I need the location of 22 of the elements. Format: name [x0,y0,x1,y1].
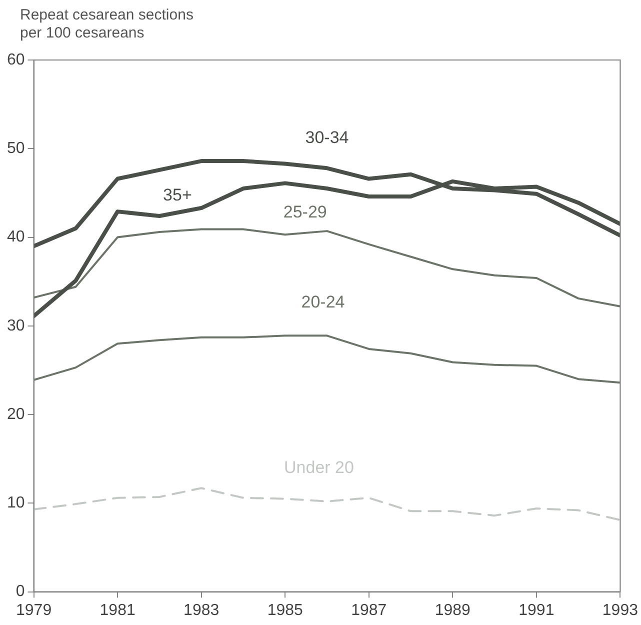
x-tick-label: 1981 [100,602,136,619]
series-label: 25-29 [283,202,327,222]
y-tick-label: 40 [7,228,25,246]
x-tick-label: 1987 [351,602,387,619]
x-tick-label: 1979 [16,602,52,619]
series-label: 20-24 [301,292,345,312]
y-axis-title: Repeat cesarean sections per 100 cesareans [20,6,194,42]
x-tick-label: 1991 [518,602,554,619]
y-tick-label: 60 [7,51,25,68]
line-series [34,487,620,522]
y-tick-label: 0 [16,583,25,600]
series-label: 30-34 [305,128,349,147]
y-tick-label: 50 [7,140,25,158]
y-tick-label: 10 [7,494,25,512]
x-tick-label: 1993 [602,602,638,619]
x-tick-label: 1983 [184,602,220,619]
x-tick-label: 1989 [434,602,471,619]
series-label: Under 20 [284,458,354,478]
series-label: 35+ [163,186,192,205]
x-tick-label: 1985 [267,602,304,619]
y-tick-label: 30 [7,317,25,334]
y-tick-label: 20 [7,406,25,423]
